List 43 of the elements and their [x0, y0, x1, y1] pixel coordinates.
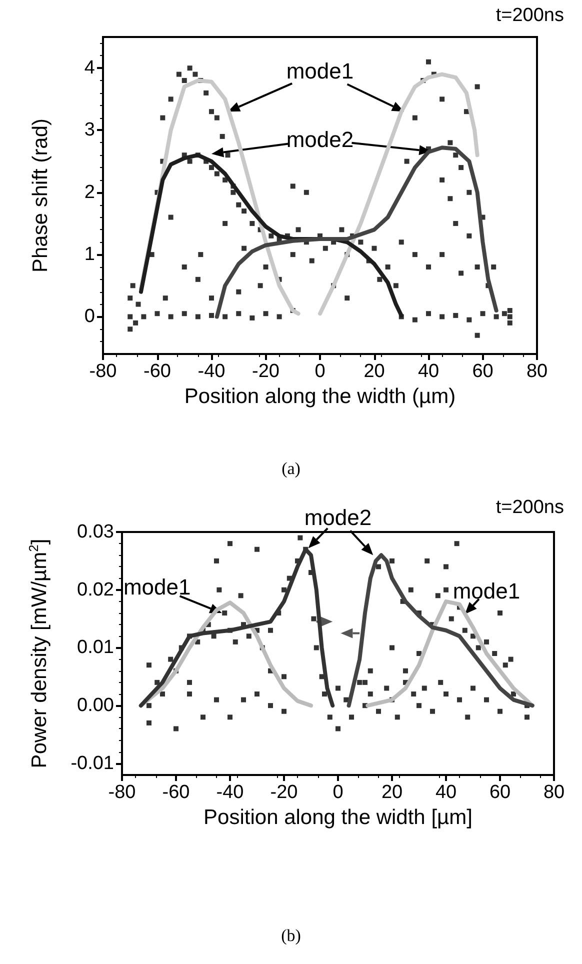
x-tick-label: 20: [364, 361, 385, 382]
x-tick-label: -20: [270, 782, 298, 803]
y-axis-title: Power density [mW/µm2]: [26, 538, 51, 768]
y-tick-label: 0.02: [77, 579, 114, 600]
y-tick-label: 2: [84, 182, 95, 203]
y-tick-label: 1: [84, 244, 95, 266]
x-tick-label: 60: [472, 361, 494, 382]
y-tick-label: 0.03: [77, 522, 114, 542]
x-tick-label: 0: [314, 361, 326, 382]
y-tick-label: 0.00: [77, 695, 114, 716]
x-tick-label: 20: [381, 782, 403, 803]
x-tick-label: 80: [526, 361, 548, 382]
x-tick-label: -60: [162, 782, 190, 803]
x-axis-title: Position along the width (µm): [184, 384, 456, 408]
x-tick-label: 0: [332, 782, 344, 803]
line-series: [346, 553, 534, 708]
annotation: mode1: [123, 574, 191, 600]
x-tick-label: -20: [252, 361, 280, 382]
x-tick-label: 40: [435, 782, 457, 803]
x-tick-label: 80: [543, 782, 565, 803]
annotation: mode2: [286, 127, 354, 152]
x-tick-label: -80: [89, 361, 117, 382]
annotation: mode1: [286, 58, 354, 84]
annotation: mode1: [452, 578, 520, 604]
x-tick-label: 40: [418, 361, 440, 382]
x-tick-label: -60: [144, 361, 171, 382]
text: (a): [282, 459, 300, 478]
chart-subtitle: t=200ns: [496, 5, 564, 26]
y-tick-label: 0.01: [77, 637, 114, 658]
y-tick-label: 3: [84, 120, 95, 141]
y-tick-label: 0: [84, 306, 95, 328]
text: (b): [281, 926, 301, 945]
x-tick-label: -40: [198, 361, 226, 382]
y-tick-label: -0.01: [70, 752, 114, 774]
x-tick-label: -40: [216, 782, 244, 803]
x-tick-label: 60: [489, 782, 511, 803]
line-series: [214, 146, 498, 319]
chart-subtitle: t=200ns: [496, 497, 564, 518]
text: mode2: [304, 505, 372, 530]
x-axis-title: Position along the width [µm]: [204, 806, 472, 829]
x-tick-label: -80: [108, 782, 136, 803]
y-axis-title: Phase shift (rad): [29, 118, 52, 273]
y-tick-label: 4: [84, 58, 96, 79]
